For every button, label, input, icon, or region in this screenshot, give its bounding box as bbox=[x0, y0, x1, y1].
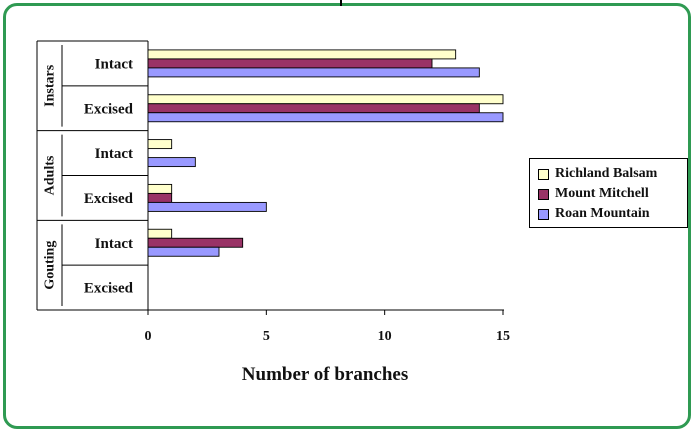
bar bbox=[147, 228, 173, 239]
bar bbox=[147, 67, 480, 78]
x-tick-label: 10 bbox=[378, 329, 392, 344]
group-label: Instars bbox=[43, 64, 58, 107]
legend-item-richland-balsam: Richland Balsam bbox=[538, 165, 657, 183]
bar bbox=[147, 139, 173, 150]
subgroup-label: Intact bbox=[95, 146, 133, 162]
legend-label: Mount Mitchell bbox=[555, 186, 649, 201]
subgroup-label: Excised bbox=[84, 101, 134, 117]
bar bbox=[147, 201, 267, 212]
bar bbox=[147, 183, 173, 194]
subgroup-label: Intact bbox=[95, 236, 133, 252]
legend-swatch bbox=[538, 208, 549, 220]
legend-swatch bbox=[538, 168, 549, 180]
subgroup-label: Excised bbox=[84, 281, 134, 297]
x-axis-title: Number of branches bbox=[242, 364, 408, 385]
x-tick-label: 0 bbox=[145, 329, 152, 344]
bar bbox=[147, 237, 244, 248]
legend-item-roan-mountain: Roan Mountain bbox=[538, 205, 650, 223]
bar bbox=[147, 112, 504, 123]
x-tick-label: 15 bbox=[496, 329, 510, 344]
legend-label: Roan Mountain bbox=[555, 206, 650, 221]
legend: Richland Balsam Mount Mitchell Roan Moun… bbox=[529, 158, 688, 228]
bar bbox=[147, 49, 457, 60]
bar bbox=[147, 192, 173, 203]
legend-label: Richland Balsam bbox=[555, 166, 658, 181]
bar bbox=[147, 157, 196, 168]
group-label: Adults bbox=[43, 155, 58, 195]
subgroup-label: Excised bbox=[84, 191, 134, 207]
subgroup-label: Intact bbox=[95, 56, 133, 72]
top-edge-mark bbox=[340, 0, 342, 6]
legend-item-mount-mitchell: Mount Mitchell bbox=[538, 185, 649, 203]
x-tick-label: 5 bbox=[263, 329, 270, 344]
bar bbox=[147, 246, 220, 257]
group-label: Gouting bbox=[43, 241, 58, 290]
bar-chart: Instars Intact Excised Adults Intact Excised G… bbox=[36, 40, 510, 385]
bar bbox=[147, 94, 504, 105]
bar bbox=[147, 58, 433, 69]
legend-swatch bbox=[538, 188, 549, 200]
bar bbox=[147, 103, 480, 114]
